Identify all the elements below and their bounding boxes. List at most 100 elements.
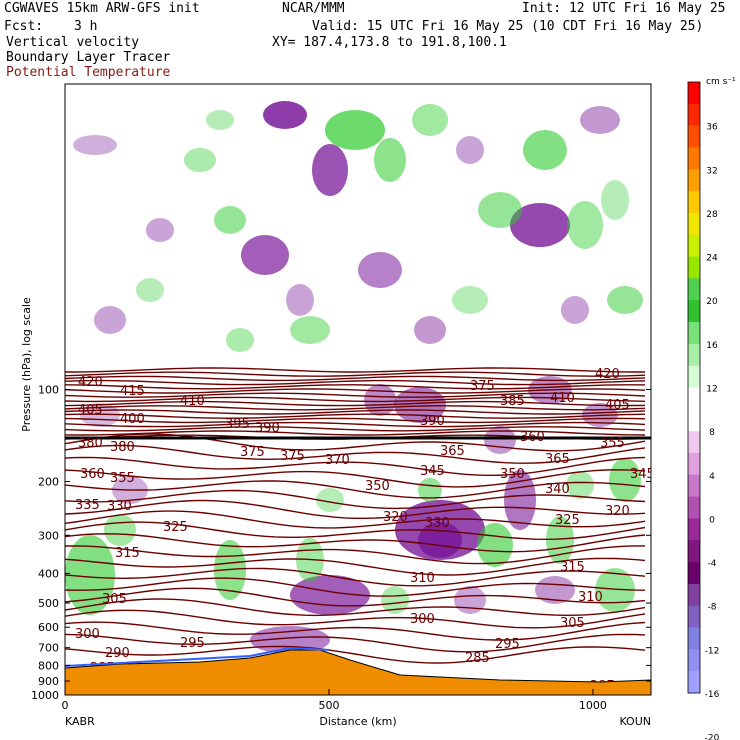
y-tick-label: 300 [38,529,59,542]
theta-contour [65,521,646,541]
boundary-layer-tracer [65,646,331,667]
colorbar-tick-label: 20 [706,297,718,307]
vertical-velocity-cell [263,101,307,129]
theta-contour-label: 345 [630,467,655,482]
colorbar-swatch [688,300,700,323]
theta-contour-label: 300 [75,627,100,642]
theta-contour [65,400,646,407]
theta-contour [65,621,646,641]
colorbar-swatch [688,627,700,650]
colorbar-tick-label: 16 [706,341,718,351]
theta-contour [65,567,646,587]
vertical-velocity-cell [65,535,115,615]
theta-contour-label: 375 [240,445,265,460]
colorbar-swatch [688,583,700,607]
vertical-velocity-cell [609,458,641,502]
theta-contour-label: 405 [605,398,630,413]
theta-contour-label: 355 [600,436,625,451]
fcst-value: 3 h [74,19,98,34]
colorbar-swatch [688,147,700,170]
vertical-velocity-cell [607,286,643,314]
colorbar-swatch [688,125,700,148]
colorbar-tick-label: -4 [708,559,717,569]
y-axis-label: Pressure (hPa), log scale [20,297,33,432]
colorbar-swatch [688,518,700,541]
vertical-velocity-cell [73,135,117,155]
colorbar-tick-label: 36 [706,123,718,133]
x-tick-label: 500 [318,699,339,712]
vertical-velocity-cell [561,296,589,324]
theta-contour [65,533,646,553]
y-tick-label: 400 [38,567,59,580]
colorbar-swatch [688,82,700,105]
theta-contour-label: 390 [420,414,445,429]
vertical-velocity-cell [80,403,120,427]
theta-contour-label: 380 [110,440,135,455]
theta-contour [65,430,646,436]
y-tick-label: 500 [38,597,59,610]
theta-contour-label: 315 [560,560,585,575]
vertical-velocity-cell [184,148,216,172]
theta-contour-label: 420 [595,367,620,382]
theta-contour-label: 380 [78,436,103,451]
colorbar-swatch [688,278,700,301]
theta-contour-label: 320 [605,504,630,519]
theta-contour-label: 295 [495,637,520,652]
theta-contour-label: 415 [120,384,145,399]
colorbar-swatch [688,212,700,236]
terrain [65,649,651,695]
colorbar-frame [687,81,701,694]
theta-contour-label: 310 [578,590,603,605]
colorbar-swatch [688,234,700,257]
theta-contour [65,489,646,510]
vertical-velocity-cell [412,104,448,136]
colorbar-swatch [688,474,700,497]
vertical-velocity-cell [510,203,570,247]
colorbar-unit: cm s⁻¹ [706,77,736,87]
field-boundary-layer: Boundary Layer Tracer [6,50,171,65]
vertical-velocity-cell [136,278,164,302]
colorbar-swatch [688,671,700,694]
colorbar-swatch [688,256,700,279]
vertical-velocity-cell [456,136,484,164]
theta-contour-label: 360 [80,467,105,482]
theta-contour [65,499,646,519]
model-title: CGWAVES 15km ARW-GFS init [4,1,200,16]
colorbar-swatch [688,322,700,345]
colorbar-tick-label: -16 [705,690,720,700]
colorbar-tick-label: 0 [709,515,715,525]
vertical-velocity-cell [94,306,126,334]
colorbar-swatch [688,562,700,585]
y-tick-label: 200 [38,475,59,488]
colorbar-swatch [688,605,700,628]
colorbar-tick-label: 4 [709,472,715,482]
theta-contour-label: 360 [520,430,545,445]
y-tick-label: 800 [38,659,59,672]
theta-contour [65,375,646,382]
theta-contour [65,384,646,390]
field-potential-temperature: Potential Temperature [6,65,171,80]
y-tick-label: 700 [38,642,59,655]
vertical-velocity-cell [567,201,603,249]
theta-contour-label: 370 [325,453,350,468]
theta-contour-label: 340 [545,482,570,497]
colorbar-swatch [688,452,700,476]
colorbar-tick-label: 32 [706,166,717,176]
theta-contour-label: 325 [163,520,188,535]
theta-contour-label: 345 [420,464,445,479]
colorbar-swatch [688,649,700,672]
vertical-velocity-cell [325,110,385,150]
colorbar-tick-label: 28 [706,210,718,220]
colorbar-swatch [688,496,700,519]
vertical-velocity-cell [478,192,522,228]
theta-contour [65,609,646,629]
theta-contour [65,633,646,653]
theta-contour [65,456,646,476]
theta-contour-label: 365 [440,444,465,459]
theta-contour [65,409,646,415]
colorbar-swatch [688,343,700,366]
y-tick-label: 900 [38,675,59,688]
theta-contour-label: 355 [110,471,135,486]
valid-time: Valid: 15 UTC Fri 16 May 25 (10 CDT Fri … [312,19,704,34]
